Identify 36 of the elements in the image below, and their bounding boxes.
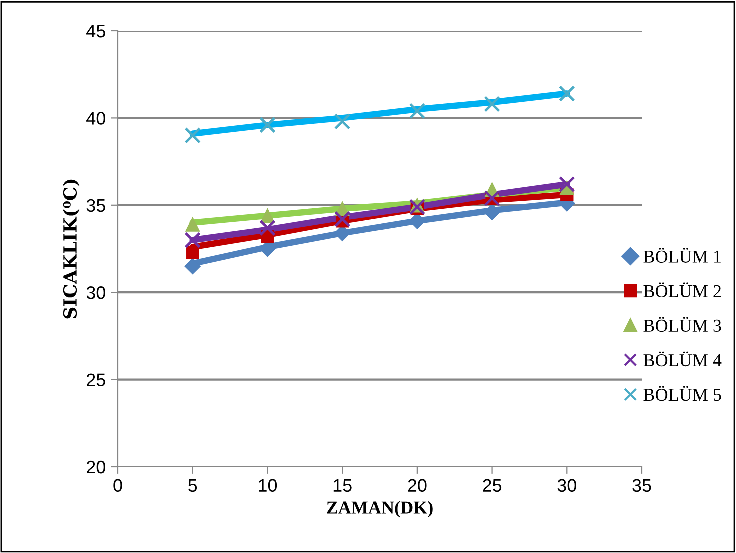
x-tick-label: 5 xyxy=(188,479,198,492)
point xyxy=(484,204,500,221)
y-tick-label: 30 xyxy=(86,286,106,300)
x-tick-label: 20 xyxy=(408,479,427,492)
y-tick-label: 20 xyxy=(87,460,106,474)
point xyxy=(558,86,576,102)
y-tick-label: 35 xyxy=(86,199,106,212)
legend-label: BÖLÜM 5 xyxy=(644,386,722,402)
y-axis-title: SICAKLIK(⁰C) xyxy=(63,180,80,319)
x-tick-label: 30 xyxy=(558,479,576,492)
point xyxy=(260,116,276,134)
y-tick-label: 45 xyxy=(86,25,106,38)
point xyxy=(186,246,200,260)
point xyxy=(409,103,426,120)
point xyxy=(558,176,576,193)
point xyxy=(334,211,351,228)
legend-label: BÖLÜM 1 xyxy=(644,248,721,263)
legend-label: BÖLÜM 2 xyxy=(644,282,721,298)
x-tick-label: 15 xyxy=(334,479,352,492)
x-tick-label: 35 xyxy=(632,479,652,492)
point xyxy=(260,208,276,224)
point xyxy=(184,127,202,144)
x-tick-label: 25 xyxy=(483,479,502,492)
point xyxy=(334,113,351,130)
point xyxy=(184,232,202,248)
x-tick-label: 0 xyxy=(114,479,122,492)
point xyxy=(186,217,200,232)
x-axis-title: ZAMAN(DK) xyxy=(327,501,433,518)
legend-label: BÖLÜM 4 xyxy=(644,352,722,367)
legend-label: BÖLÜM 3 xyxy=(644,317,722,332)
point xyxy=(184,258,202,275)
point xyxy=(484,96,500,112)
y-tick-label: 25 xyxy=(87,374,106,387)
point xyxy=(260,220,276,236)
y-tick-label: 40 xyxy=(86,112,106,125)
x-tick-label: 10 xyxy=(259,479,278,492)
